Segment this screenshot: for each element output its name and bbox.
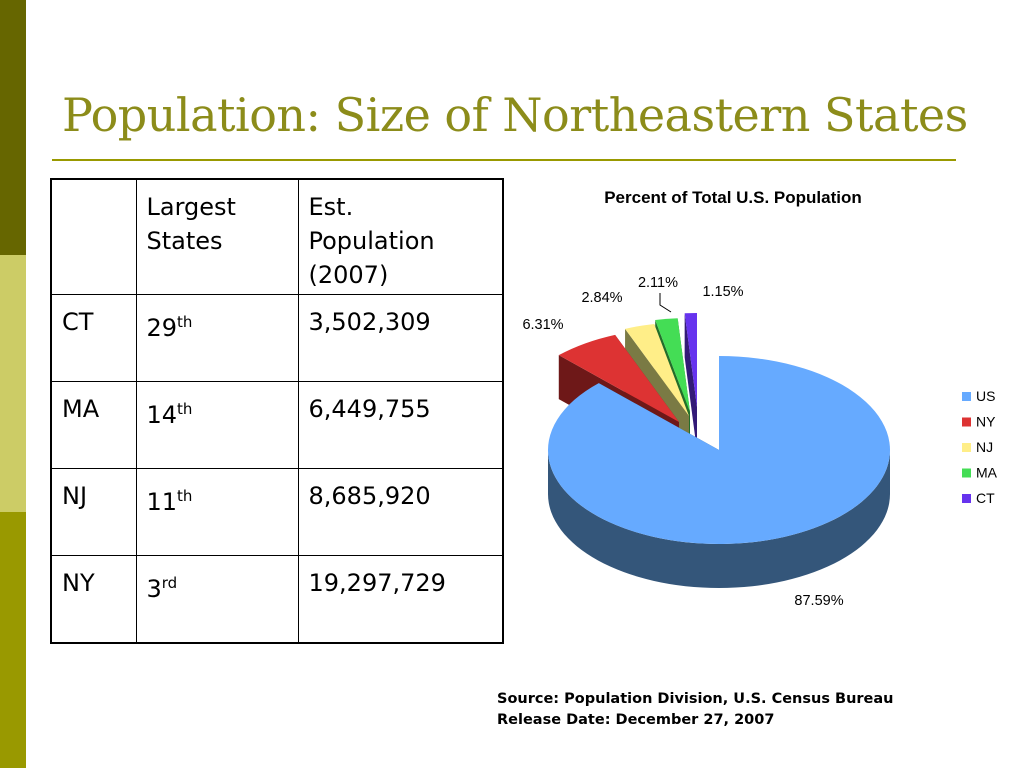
table-header-row: Largest States Est. Population (2007) [50, 178, 504, 295]
side-bar-middle [0, 255, 26, 512]
table-row: CT 29th 3,502,309 [50, 294, 504, 382]
rank-number: 14 [146, 401, 178, 429]
leader-line [659, 293, 672, 313]
pie-slice-ma [655, 318, 690, 412]
state-cell: NY [50, 555, 137, 644]
release-date-line: Release Date: December 27, 2007 [497, 712, 775, 728]
table-header-cell: Est. Population (2007) [297, 178, 504, 295]
rank-suffix: rd [161, 574, 178, 592]
legend-swatch [962, 417, 971, 427]
rank-cell: 11th [135, 468, 299, 556]
data-label: 2.11% [638, 275, 678, 291]
population-cell: 8,685,920 [297, 468, 504, 556]
pie-slice-ct [684, 313, 697, 407]
legend-swatch [962, 494, 971, 503]
table-header-cell: Largest States [135, 178, 299, 295]
data-label: 6.31% [522, 317, 563, 333]
pie-slice-side [684, 313, 697, 451]
population-cell: 19,297,729 [297, 555, 504, 644]
rank-suffix: th [177, 400, 193, 418]
pie-slice-ny [558, 334, 679, 422]
state-cell: CT [50, 294, 137, 382]
rank-number: 29 [146, 314, 178, 342]
chart-title: Percent of Total U.S. Population [604, 188, 862, 207]
state-cell: NJ [50, 468, 137, 556]
rank-suffix: th [177, 313, 193, 331]
table-header-cell [50, 178, 137, 295]
rank-cell: 29th [135, 294, 299, 382]
pie-slice-nj [625, 323, 689, 416]
table-row: NY 3rd 19,297,729 [50, 555, 504, 644]
population-cell: 6,449,755 [297, 381, 504, 469]
source-note: Source: Population Division, U.S. Census… [497, 689, 893, 731]
legend-label: CT [976, 490, 995, 506]
table-row: NJ 11th 8,685,920 [50, 468, 504, 556]
legend-swatch [962, 392, 971, 401]
table-row: MA 14th 6,449,755 [50, 381, 504, 469]
legend-swatch [962, 468, 971, 478]
rank-number: 3 [146, 575, 162, 603]
pie-slice-side [548, 450, 890, 588]
title-underline [52, 159, 956, 161]
legend-label: NY [976, 414, 996, 430]
pie-slice-us [548, 356, 890, 544]
population-table: Largest States Est. Population (2007) CT… [50, 178, 504, 644]
rank-suffix: th [177, 487, 193, 505]
data-label: 87.59% [794, 593, 843, 609]
source-line: Source: Population Division, U.S. Census… [497, 691, 894, 707]
legend-label: MA [976, 465, 998, 481]
slide-title: Population: Size of Northeastern States [62, 88, 968, 142]
side-bar-bottom [0, 512, 26, 768]
legend-label: US [976, 388, 995, 404]
rank-number: 11 [146, 488, 178, 516]
legend-swatch [962, 443, 971, 452]
population-cell: 3,502,309 [297, 294, 504, 382]
rank-cell: 14th [135, 381, 299, 469]
rank-cell: 3rd [135, 555, 299, 644]
data-label: 1.15% [702, 284, 743, 300]
side-bar-top [0, 0, 26, 255]
data-label: 2.84% [581, 290, 622, 306]
legend-label: NJ [976, 439, 993, 455]
state-cell: MA [50, 381, 137, 469]
